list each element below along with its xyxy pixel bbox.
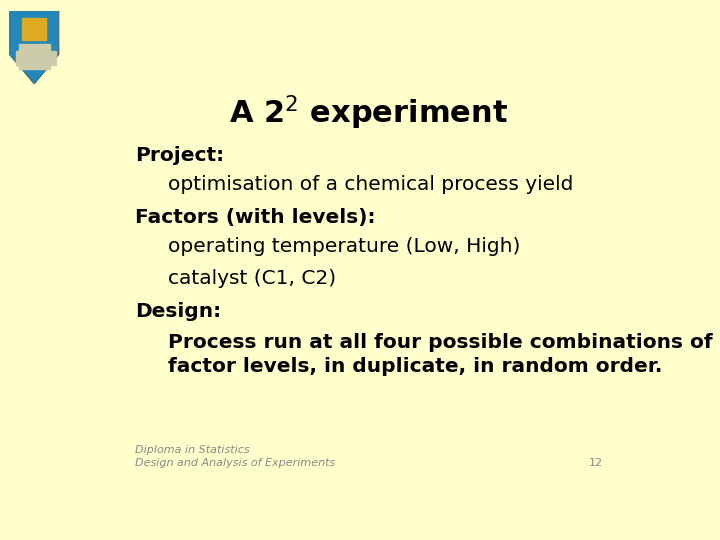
Text: catalyst (C1, C2): catalyst (C1, C2) — [168, 268, 336, 287]
Text: Project:: Project: — [135, 146, 224, 165]
Text: A 2$^2$ experiment: A 2$^2$ experiment — [230, 94, 508, 132]
Text: Process run at all four possible combinations of
factor levels, in duplicate, in: Process run at all four possible combina… — [168, 333, 713, 376]
Polygon shape — [47, 51, 55, 65]
Text: 12: 12 — [589, 458, 603, 468]
Polygon shape — [16, 51, 25, 65]
Polygon shape — [31, 51, 40, 65]
Text: Factors (with levels):: Factors (with levels): — [135, 208, 375, 227]
Polygon shape — [10, 11, 59, 84]
Polygon shape — [19, 44, 50, 69]
Text: Diploma in Statistics
Design and Analysis of Experiments: Diploma in Statistics Design and Analysi… — [135, 445, 335, 468]
Polygon shape — [22, 18, 47, 40]
Text: Design:: Design: — [135, 302, 221, 321]
Text: optimisation of a chemical process yield: optimisation of a chemical process yield — [168, 175, 574, 194]
Text: operating temperature (Low, High): operating temperature (Low, High) — [168, 238, 521, 256]
